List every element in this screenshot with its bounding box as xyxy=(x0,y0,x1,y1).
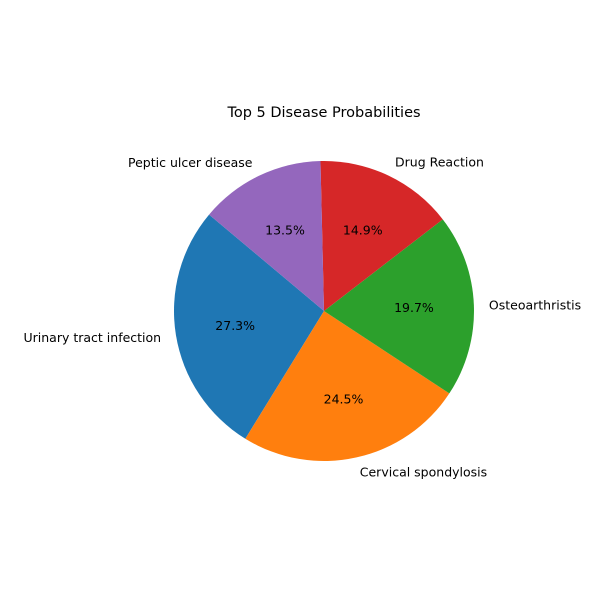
pie-labels: Urinary tract infection 27.3% Cervical spo… xyxy=(24,155,582,480)
pie-slices xyxy=(173,160,474,462)
pie-slice-urinary-tract-infection xyxy=(173,214,324,439)
slice-percent-drug-reaction: 14.9% xyxy=(343,222,383,237)
slice-percent-peptic-ulcer-disease: 13.5% xyxy=(265,222,305,237)
slice-percent-cervical-spondylosis: 24.5% xyxy=(324,391,364,406)
slice-label-osteoarthristis: Osteoarthristis xyxy=(489,297,581,312)
pie-slice-cervical-spondylosis xyxy=(245,311,450,462)
slice-label-urinary-tract-infection: Urinary tract infection xyxy=(24,330,162,345)
slice-percent-osteoarthristis: 19.7% xyxy=(394,300,434,315)
chart-title: Top 5 Disease Probabilities xyxy=(226,105,420,121)
slice-label-drug-reaction: Drug Reaction xyxy=(395,155,484,170)
pie-slice-drug-reaction xyxy=(320,160,443,311)
pie-slice-osteoarthristis xyxy=(324,219,474,394)
pie-slice-peptic-ulcer-disease xyxy=(209,161,324,311)
slice-percent-urinary-tract-infection: 27.3% xyxy=(215,318,255,333)
slice-label-peptic-ulcer-disease: Peptic ulcer disease xyxy=(128,155,253,170)
slice-label-cervical-spondylosis: Cervical spondylosis xyxy=(360,465,487,480)
